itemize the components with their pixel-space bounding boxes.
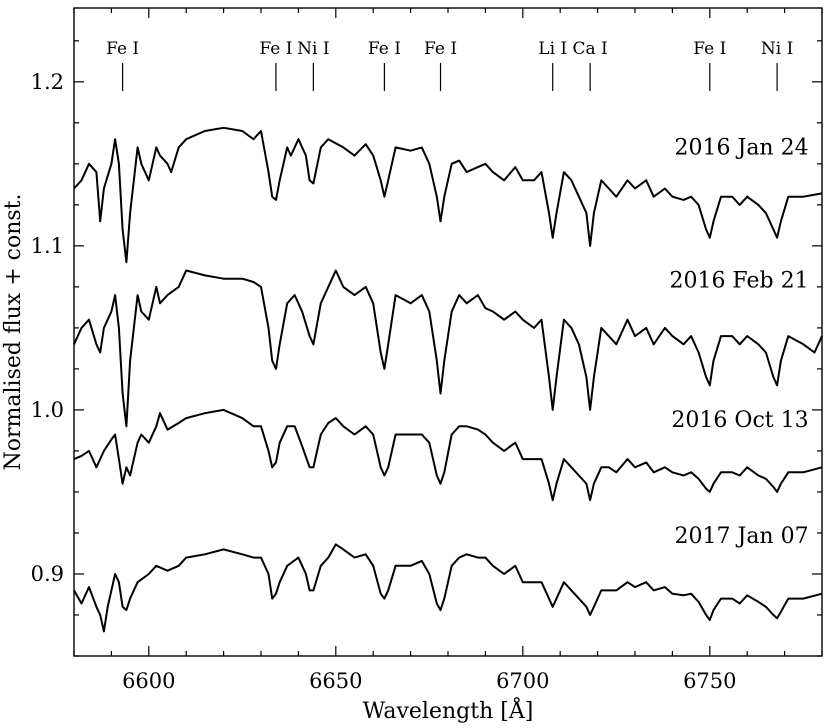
axis-ticks: 6600 6650 6700 6750 0.9 1.0 1.1 1.2 xyxy=(31,8,823,693)
line-marker-label-3: Fe I xyxy=(368,39,401,59)
line-marker-label-1: Fe I xyxy=(259,39,292,59)
line-marker-label-0: Fe I xyxy=(106,39,139,59)
spectrum-line-3 xyxy=(73,543,823,633)
y-tick-label-2: 1.1 xyxy=(31,234,64,258)
x-axis-title: Wavelength [Å] xyxy=(363,696,534,724)
series-label-2: 2016 Oct 13 xyxy=(671,408,808,433)
line-marker-label-2: Ni I xyxy=(297,39,329,59)
line-marker-label-7: Fe I xyxy=(693,39,726,59)
spectrum-line-2 xyxy=(73,408,823,502)
series-label-0: 2016 Jan 24 xyxy=(675,135,809,160)
y-tick-label-3: 1.2 xyxy=(31,70,64,94)
series-label-1: 2016 Feb 21 xyxy=(669,268,808,293)
spectrum-line-1 xyxy=(73,269,823,428)
x-tick-label-2: 6700 xyxy=(496,669,549,693)
series-label-3: 2017 Jan 07 xyxy=(675,524,809,549)
y-axis-title: Normalised flux + const. xyxy=(1,194,26,471)
line-marker-label-5: Li I xyxy=(538,39,567,59)
line-marker-label-6: Ca I xyxy=(572,39,607,59)
x-tick-label-3: 6750 xyxy=(683,669,736,693)
x-tick-label-0: 6600 xyxy=(122,669,175,693)
spectra-series: 2016 Jan 24 2016 Feb 21 2016 Oct 13 2017 Ja… xyxy=(73,126,823,633)
spectrum-line-0 xyxy=(73,126,823,264)
y-tick-label-0: 0.9 xyxy=(31,562,64,586)
y-tick-label-1: 1.0 xyxy=(31,398,64,422)
line-marker-label-8: Ni I xyxy=(761,39,793,59)
line-marker-label-4: Fe I xyxy=(424,39,457,59)
x-tick-label-1: 6650 xyxy=(309,669,362,693)
line-markers: Fe I Fe I Ni I Fe I Fe I Li I Ca I Fe I Ni I xyxy=(106,39,793,91)
